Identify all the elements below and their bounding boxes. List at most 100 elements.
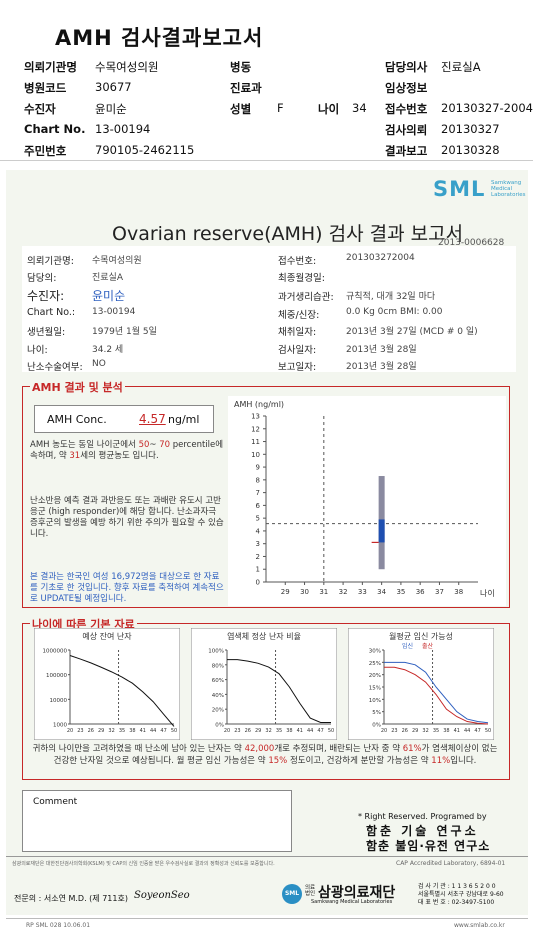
info-value: 1979년 1월 5일: [92, 327, 157, 337]
x-tick-label: 35: [396, 588, 405, 596]
y-tick-label: 10000: [50, 698, 68, 704]
info-label: 보고일자:: [278, 362, 317, 373]
org-type: 의료 법인: [305, 885, 316, 897]
info-value: 0.0 Kg 0cm BMI: 0.00: [346, 307, 443, 317]
report-number: 2013-0006628: [438, 238, 505, 248]
y-tick-label: 80%: [212, 663, 224, 669]
x-tick-label: 23: [77, 728, 83, 734]
x-tick-label: 32: [422, 728, 428, 734]
y-tick-label: 20%: [369, 673, 381, 679]
document-title: AMH 검사결과보고서: [55, 26, 264, 50]
header-value: F: [277, 101, 284, 115]
amh-conc-unit: ng/ml: [168, 413, 200, 426]
header-value: 진료실A: [441, 60, 481, 74]
x-tick-label: 26: [402, 728, 408, 734]
x-tick-label: 29: [281, 588, 290, 596]
info-label: 과거생리습관:: [278, 292, 334, 303]
pregnancy-rate-chart: 월평균 임신 가능성 30% 25% 20% 15% 10% 5% 0%20 23 26 29 32 3…: [348, 628, 494, 740]
x-axis-label: 나이: [480, 588, 495, 598]
x-tick-label: 37: [435, 588, 444, 596]
x-tick-label: 41: [454, 728, 460, 734]
x-tick-label: 35: [433, 728, 439, 734]
info-label: 생년월일:: [27, 327, 66, 338]
y-tick-label: 3: [256, 540, 260, 548]
x-tick-label: 23: [391, 728, 397, 734]
amh-section-title: AMH 결과 및 분석: [30, 379, 125, 395]
series-line: [384, 661, 489, 724]
x-tick-label: 38: [286, 728, 292, 734]
header-label: 담당의사: [385, 60, 428, 74]
x-tick-label: 44: [150, 728, 156, 734]
divider: [0, 160, 533, 161]
y-tick-label: 7: [256, 489, 260, 497]
y-tick-label: 15%: [369, 686, 381, 692]
y-tick-label: 20%: [212, 708, 224, 714]
normal-egg-ratio-chart: 염색체 정상 난자 비율 100% 80% 60% 40% 20% 0%20 23 26 29 32…: [191, 628, 337, 740]
y-tick-label: 1: [256, 566, 260, 574]
x-tick-label: 50: [328, 728, 334, 734]
chart-title: 예상 잔여 난자: [82, 631, 132, 641]
y-tick-label: 30%: [369, 649, 381, 655]
info-value: 진료실A: [92, 273, 123, 283]
chart-background: [228, 396, 506, 606]
y-tick-label: 0%: [372, 723, 381, 729]
header-label: 접수번호: [385, 102, 428, 116]
y-tick-label: 25%: [369, 661, 381, 667]
x-tick-label: 34: [377, 588, 386, 596]
amh-data-note: 본 결과는 한국인 여성 16,972명을 대상으로 한 자료를 기초로 한 것…: [30, 572, 224, 604]
x-tick-label: 47: [317, 728, 323, 734]
header-label: 검사의뢰: [385, 123, 428, 137]
sml-emblem: SML: [282, 884, 302, 904]
header-label: 의뢰기관명: [24, 60, 77, 74]
chart-background: [34, 628, 180, 740]
x-tick-label: 47: [474, 728, 480, 734]
info-label: 담당의:: [27, 273, 57, 284]
series-line: [227, 659, 331, 724]
y-tick-label: 4: [256, 527, 261, 535]
x-tick-label: 36: [416, 588, 425, 596]
basic-section-box: [22, 623, 510, 780]
y-tick-label: 13: [251, 413, 260, 421]
info-value: 윤미순: [92, 289, 126, 303]
org-name-en: Samkwang Medical Laboratories: [311, 899, 393, 905]
doctor-name: 전문의 : 서소연 M.D. (제 711호): [14, 894, 128, 903]
x-tick-label: 23: [234, 728, 240, 734]
info-value: 수목여성의원: [92, 256, 142, 266]
info-value: 규칙적, 대개 32일 마다: [346, 292, 436, 302]
header-label: 성별: [230, 102, 252, 116]
chart-title: 월평균 임신 가능성: [389, 631, 453, 641]
y-tick-label: 5%: [372, 710, 381, 716]
info-label: 수진자:: [27, 289, 65, 303]
footer-divider: [6, 856, 528, 857]
cap-accreditation: CAP Accredited Laboratory, 6894-01: [396, 860, 506, 867]
info-value: 34.2 세: [92, 345, 124, 355]
y-tick-label: 100%: [208, 649, 224, 655]
x-tick-label: 26: [88, 728, 94, 734]
y-tick-label: 40%: [212, 693, 224, 699]
header-label: 수진자: [24, 102, 56, 116]
chart-background: [348, 628, 494, 740]
y-tick-label: 1000: [53, 723, 67, 729]
x-tick-label: 32: [108, 728, 114, 734]
header-label: 병원코드: [24, 81, 67, 95]
x-tick-label: 44: [307, 728, 313, 734]
header-value: 20130327: [441, 122, 500, 136]
header-label: 임상정보: [385, 81, 428, 95]
x-tick-label: 44: [464, 728, 470, 734]
patient-info-panel: [22, 246, 516, 372]
header-label: 진료과: [230, 81, 262, 95]
sml-logo-subtitle: Samkwang Medical Laboratories: [491, 180, 526, 198]
series-line: [69, 654, 175, 727]
x-tick-label: 29: [98, 728, 104, 734]
info-value: NO: [92, 359, 106, 369]
y-tick-label: 11: [251, 438, 260, 446]
x-tick-label: 38: [129, 728, 135, 734]
header-value: 윤미순: [95, 102, 127, 116]
x-tick-label: 41: [140, 728, 146, 734]
info-value: 201303272004: [346, 253, 415, 263]
x-tick-label: 33: [358, 588, 367, 596]
header-value: 20130328: [441, 143, 500, 157]
amh-response-text: 난소반응 예측 결과 과반응도 또는 과배란 유도시 고반응군 (high re…: [30, 496, 224, 539]
